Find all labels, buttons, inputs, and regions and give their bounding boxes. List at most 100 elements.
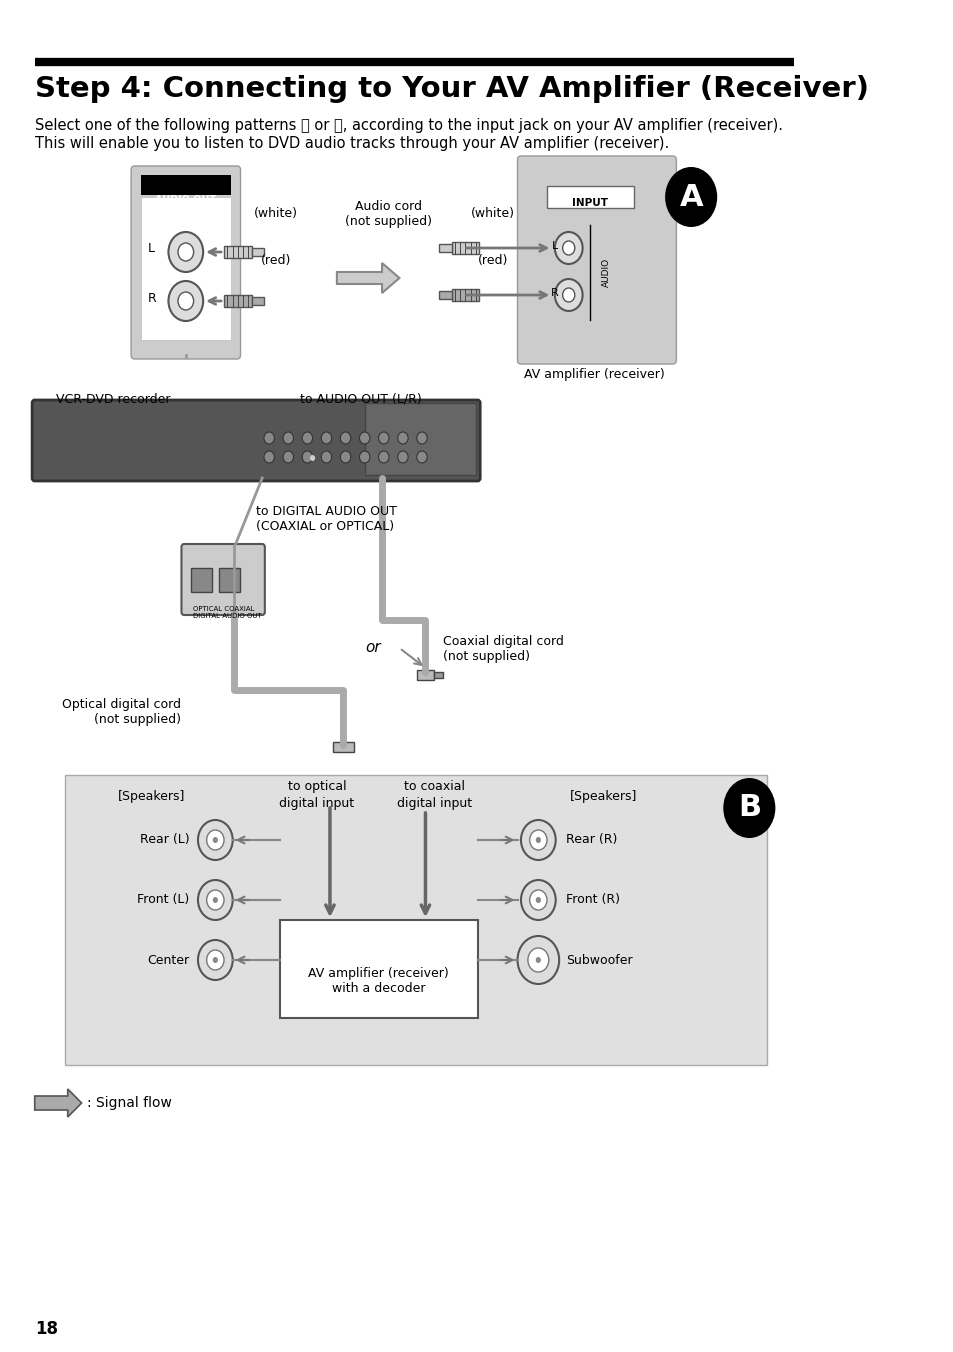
Circle shape <box>264 452 274 462</box>
Circle shape <box>321 452 332 462</box>
Bar <box>451 242 478 254</box>
Circle shape <box>722 777 775 838</box>
Text: Coaxial digital cord: Coaxial digital cord <box>442 635 563 648</box>
Circle shape <box>517 936 558 984</box>
Text: AUDIO: AUDIO <box>601 257 610 287</box>
Text: L: L <box>148 242 154 254</box>
Circle shape <box>536 837 540 844</box>
Circle shape <box>198 821 233 860</box>
Bar <box>416 671 434 680</box>
Text: (not supplied): (not supplied) <box>442 650 529 662</box>
Text: to optical
digital input: to optical digital input <box>279 780 355 810</box>
Text: B: B <box>737 794 760 822</box>
Text: A: A <box>679 183 702 211</box>
Text: to coaxial
digital input: to coaxial digital input <box>396 780 471 810</box>
Circle shape <box>340 433 351 443</box>
Bar <box>252 247 264 256</box>
Circle shape <box>520 821 556 860</box>
Circle shape <box>416 433 427 443</box>
Circle shape <box>207 830 224 850</box>
Text: with a decoder: with a decoder <box>332 982 425 995</box>
FancyBboxPatch shape <box>32 400 479 481</box>
Bar <box>279 919 477 1018</box>
Text: Select one of the following patterns Ⓐ or Ⓑ, according to the input jack on your: Select one of the following patterns Ⓐ o… <box>34 118 781 132</box>
Circle shape <box>302 452 313 462</box>
Circle shape <box>562 241 575 256</box>
Circle shape <box>213 957 217 963</box>
Text: Rear (L): Rear (L) <box>139 833 189 846</box>
Bar <box>252 297 264 306</box>
Text: to AUDIO OUT (L/R): to AUDIO OUT (L/R) <box>299 393 421 406</box>
Text: AV amplifier (receiver): AV amplifier (receiver) <box>308 967 449 980</box>
Circle shape <box>169 281 203 320</box>
Text: This will enable you to listen to DVD audio tracks through your AV amplifier (re: This will enable you to listen to DVD au… <box>34 137 668 151</box>
Bar <box>546 187 633 208</box>
Text: (not supplied): (not supplied) <box>93 713 180 726</box>
Text: (red): (red) <box>261 254 291 266</box>
Text: or: or <box>365 641 381 656</box>
Circle shape <box>321 433 332 443</box>
Bar <box>65 775 766 1065</box>
Circle shape <box>555 279 582 311</box>
FancyBboxPatch shape <box>131 166 240 360</box>
Bar <box>140 197 231 339</box>
Circle shape <box>359 433 370 443</box>
Circle shape <box>536 957 540 963</box>
Text: R: R <box>550 288 558 297</box>
Text: R: R <box>148 292 156 304</box>
Bar <box>224 246 252 258</box>
Circle shape <box>536 896 540 903</box>
Circle shape <box>178 243 193 261</box>
Circle shape <box>302 433 313 443</box>
Text: to DIGITAL AUDIO OUT: to DIGITAL AUDIO OUT <box>255 506 396 518</box>
Circle shape <box>664 168 717 227</box>
Circle shape <box>283 433 294 443</box>
Circle shape <box>213 837 217 844</box>
Bar <box>224 295 252 307</box>
Circle shape <box>520 880 556 919</box>
Circle shape <box>310 456 314 461</box>
Text: INPUT: INPUT <box>572 197 608 208</box>
Circle shape <box>198 880 233 919</box>
Circle shape <box>340 452 351 462</box>
Bar <box>434 672 442 677</box>
Text: : Signal flow: : Signal flow <box>87 1096 172 1110</box>
Circle shape <box>397 433 408 443</box>
Circle shape <box>555 233 582 264</box>
Circle shape <box>397 452 408 462</box>
Polygon shape <box>34 1088 82 1117</box>
Text: OPTICAL COAXIAL: OPTICAL COAXIAL <box>193 606 254 612</box>
Circle shape <box>378 433 389 443</box>
Bar <box>439 291 451 299</box>
Text: (white): (white) <box>471 207 515 220</box>
Text: Center: Center <box>147 953 189 967</box>
Text: Subwoofer: Subwoofer <box>565 953 632 967</box>
Bar <box>333 742 354 752</box>
Circle shape <box>283 452 294 462</box>
Text: DIGITAL AUDIO OUT: DIGITAL AUDIO OUT <box>193 612 261 619</box>
Bar <box>451 289 478 301</box>
Circle shape <box>213 896 217 903</box>
Bar <box>140 174 231 195</box>
Text: Step 4: Connecting to Your AV Amplifier (Receiver): Step 4: Connecting to Your AV Amplifier … <box>34 74 868 103</box>
Circle shape <box>527 948 548 972</box>
Circle shape <box>207 890 224 910</box>
FancyBboxPatch shape <box>517 155 676 364</box>
Circle shape <box>169 233 203 272</box>
Circle shape <box>198 940 233 980</box>
Text: AUDIO OUT: AUDIO OUT <box>155 195 216 206</box>
Text: Rear (R): Rear (R) <box>565 833 617 846</box>
Text: [Speakers]: [Speakers] <box>569 790 637 803</box>
Text: Optical digital cord: Optical digital cord <box>62 698 180 711</box>
Text: VCR-DVD recorder: VCR-DVD recorder <box>56 393 171 406</box>
Text: Front (R): Front (R) <box>565 894 619 906</box>
Circle shape <box>178 292 193 310</box>
Circle shape <box>264 433 274 443</box>
Text: (COAXIAL or OPTICAL): (COAXIAL or OPTICAL) <box>255 521 394 533</box>
Polygon shape <box>336 264 399 293</box>
Text: AV amplifier (receiver): AV amplifier (receiver) <box>524 368 664 381</box>
Circle shape <box>359 452 370 462</box>
Bar <box>364 403 476 475</box>
Text: 18: 18 <box>34 1320 58 1338</box>
Circle shape <box>562 288 575 301</box>
